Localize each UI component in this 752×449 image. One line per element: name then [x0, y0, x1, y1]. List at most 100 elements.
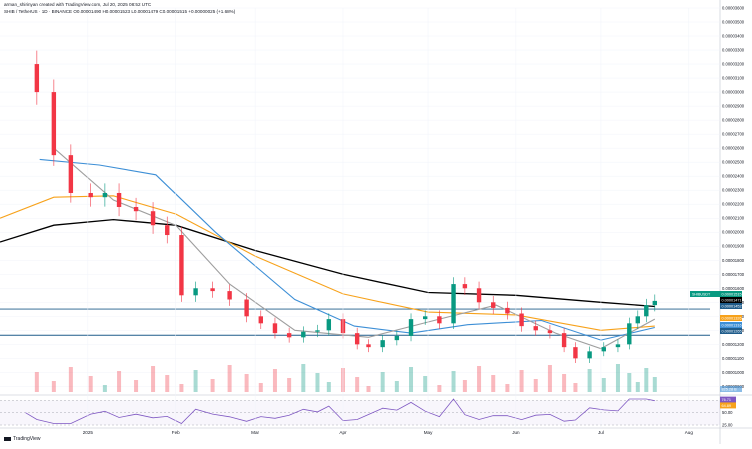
chart-author-line: arman_shirinyan created with TradingView…: [4, 2, 152, 7]
price-tick-label: 0.00003000: [722, 90, 745, 95]
time-tick-label: Jun: [512, 430, 520, 435]
price-tick-label: 0.00001000: [722, 370, 745, 375]
volume-bar: [326, 382, 331, 392]
volume-bar: [635, 382, 640, 392]
volume-bar: [315, 373, 320, 392]
volume-bar: [519, 370, 524, 392]
rsi-badge-bg: [720, 396, 736, 403]
volume-bar: [562, 374, 567, 392]
price-badge-bg: [720, 291, 742, 297]
volume-bar: [193, 370, 198, 392]
volume-bar: [366, 386, 371, 392]
tradingview-logo-icon: [4, 437, 11, 441]
price-badge-label: 0.00001265: [722, 330, 742, 334]
candle-body: [519, 313, 524, 327]
price-badge-bg: [720, 322, 742, 328]
price-tick-label: 0.00003600: [722, 6, 745, 11]
candle-body: [380, 340, 385, 348]
volume-bar: [547, 365, 552, 392]
price-tick-label: 0.00001600: [722, 286, 745, 291]
rsi-badge-label: 64.89: [722, 404, 732, 408]
volume-bar: [34, 372, 39, 392]
candle-body: [547, 330, 553, 334]
price-tick-label: 0.00003300: [722, 48, 745, 53]
time-tick-label: 2025: [83, 430, 94, 435]
time-tick-label: Feb: [172, 430, 180, 435]
candle-body: [366, 344, 371, 348]
moving-average-line: [0, 218, 655, 308]
price-badge-bg: [720, 297, 742, 303]
price-badge-bg: [720, 315, 742, 321]
price-tick-label: 0.00001100: [722, 356, 744, 361]
tradingview-brand: TradingView: [4, 436, 41, 442]
price-tick-label: 0.00001200: [722, 342, 745, 347]
volume-bar: [644, 368, 649, 392]
candle-body: [179, 235, 184, 296]
candle-body: [326, 319, 332, 331]
rsi-badge-label: 76.71: [722, 398, 732, 402]
price-tick-label: 0.00002200: [722, 202, 745, 207]
candle-body: [244, 299, 249, 317]
volume-bar: [380, 372, 385, 392]
candle-body: [272, 323, 278, 334]
price-axis-ticks: 0.00003600 0.00003500 0.00003400 0.00003300…: [0, 6, 745, 389]
volume-bar: [451, 371, 456, 392]
rsi-tick-label: 25.00: [722, 423, 733, 428]
moving-average-line: [0, 195, 655, 331]
volume-bar: [210, 379, 215, 392]
price-tick-label: 0.00002800: [722, 118, 745, 123]
price-badges: SHIBUSDT 0.00001515 0.00001471 0.00001452 0.…: [690, 291, 742, 334]
volume-bar: [437, 385, 442, 392]
volume-bar: [409, 367, 414, 392]
volume-bar: [394, 381, 399, 392]
volume-bar: [258, 383, 263, 392]
candle-body: [286, 333, 292, 338]
volume-bar: [491, 375, 496, 392]
price-tick-label: 0.00002000: [722, 230, 745, 235]
candle-body: [408, 319, 414, 336]
time-tick-label: May: [424, 430, 433, 435]
price-badge-label: 0.00001471: [722, 299, 742, 303]
symbol-badge-label: SHIBUSDT: [692, 293, 711, 297]
candle-body: [315, 330, 320, 332]
price-tick-label: 0.00003400: [722, 34, 745, 39]
volume-bar: [102, 385, 107, 392]
price-badge-label: 0.00001316: [722, 324, 742, 328]
price-badge-bg: [720, 328, 742, 334]
price-tick-label: 0.00002400: [722, 174, 745, 179]
rsi-tick-label: 50.00: [722, 410, 733, 415]
volume-bar: [477, 366, 482, 392]
candle-body: [193, 288, 198, 296]
candle-body: [615, 344, 621, 348]
price-tick-label: 0.00003100: [722, 76, 745, 81]
candle-body: [491, 302, 496, 308]
price-tick-label: 0.00001700: [722, 272, 745, 277]
candle-body: [150, 211, 156, 226]
volume-bar: [88, 376, 93, 392]
candle-body: [561, 333, 567, 348]
candle-body: [301, 331, 306, 338]
volume-bar: [165, 375, 170, 392]
volume-bar: [652, 377, 657, 392]
candle-body: [627, 323, 632, 345]
rsi-line: [25, 398, 655, 424]
time-tick-label: Mar: [251, 430, 259, 435]
candle-body: [601, 347, 606, 352]
brand-label: TradingView: [13, 436, 41, 442]
candle-body: [437, 316, 442, 324]
volume-bar: [244, 374, 249, 392]
price-tick-label: 0.00001800: [722, 258, 745, 263]
volume-bar: [179, 384, 184, 392]
moving-average-line: [39, 158, 655, 341]
volume-bar: [227, 365, 232, 392]
volume-bar: [505, 384, 510, 392]
volume-bar: [117, 371, 122, 392]
volume-bar: [355, 377, 360, 392]
price-tick-label: 0.00002100: [722, 216, 745, 221]
candle-body: [354, 333, 360, 345]
volume-bar: [51, 381, 56, 392]
price-tick-label: 0.00002600: [722, 146, 745, 151]
candle-body: [533, 326, 538, 331]
price-tick-label: 0.00003500: [722, 20, 745, 25]
